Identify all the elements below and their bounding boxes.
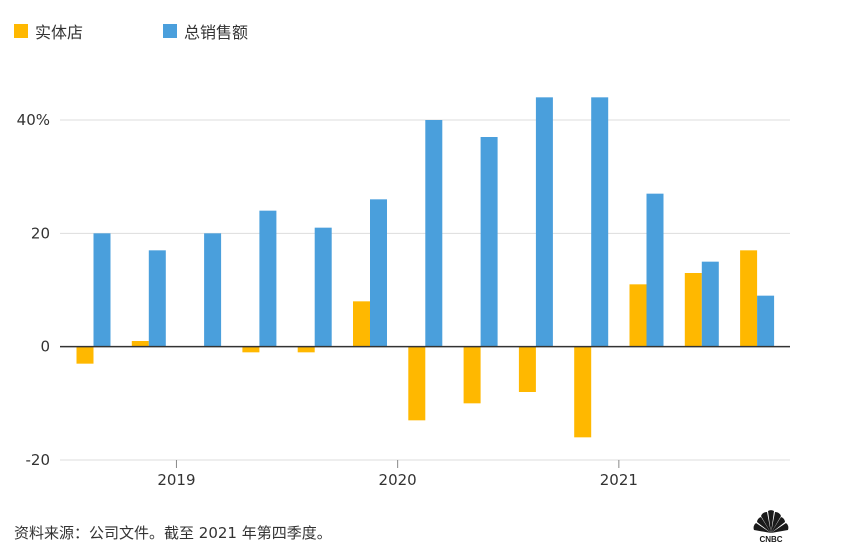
y-tick-label: 0 bbox=[40, 338, 50, 356]
bar-total[interactable] bbox=[259, 210, 277, 347]
y-tick-label: 40% bbox=[17, 111, 50, 129]
legend-item-physical[interactable]: 实体店 bbox=[14, 19, 83, 43]
y-tick-label: 20 bbox=[31, 224, 50, 242]
bar-total[interactable] bbox=[757, 295, 775, 347]
legend: 实体店 总销售额 bbox=[14, 20, 328, 42]
x-tick-label: 2019 bbox=[157, 471, 195, 489]
bar-physical[interactable] bbox=[574, 346, 592, 438]
bar-physical[interactable] bbox=[242, 346, 260, 353]
bar-physical[interactable] bbox=[353, 301, 370, 347]
bar-total[interactable] bbox=[535, 97, 553, 347]
bar-physical[interactable] bbox=[131, 341, 149, 347]
cnbc-logo: CNBC bbox=[753, 510, 789, 544]
bar-physical[interactable] bbox=[297, 346, 315, 353]
bars bbox=[76, 97, 775, 438]
bar-total[interactable] bbox=[148, 250, 166, 347]
grid-lines bbox=[60, 119, 790, 461]
bar-physical[interactable] bbox=[740, 250, 758, 347]
source-note: 资料来源：公司文件。截至 2021 年第四季度。 bbox=[14, 524, 332, 542]
bar-physical[interactable] bbox=[76, 346, 94, 364]
x-tick-label: 2021 bbox=[600, 471, 638, 489]
cnbc-peacock-icon bbox=[753, 510, 789, 533]
bar-total[interactable] bbox=[93, 233, 111, 347]
bar-physical[interactable] bbox=[684, 273, 702, 347]
bar-physical[interactable] bbox=[518, 346, 536, 392]
cnbc-logo-text: CNBC bbox=[759, 535, 782, 544]
legend-label-total: 总销售额 bbox=[184, 23, 249, 42]
bar-total[interactable] bbox=[480, 137, 498, 347]
bar-total[interactable] bbox=[646, 193, 664, 347]
bar-total[interactable] bbox=[701, 261, 719, 347]
bar-total[interactable] bbox=[314, 227, 332, 347]
axes: -20 0 20 40% 2019 2020 2021 bbox=[17, 111, 790, 489]
bar-physical[interactable] bbox=[463, 346, 481, 404]
legend-label-physical: 实体店 bbox=[35, 23, 84, 42]
bar-total[interactable] bbox=[370, 199, 387, 347]
bar-total[interactable] bbox=[591, 97, 609, 347]
bar-physical[interactable] bbox=[629, 284, 647, 347]
bar-total[interactable] bbox=[425, 120, 443, 347]
x-tick-label: 2020 bbox=[379, 471, 417, 489]
bar-physical[interactable] bbox=[408, 346, 426, 421]
legend-swatch-physical bbox=[14, 24, 28, 38]
y-tick-label: -20 bbox=[26, 451, 51, 469]
bar-total[interactable] bbox=[204, 233, 222, 347]
legend-item-total[interactable]: 总销售额 bbox=[163, 19, 248, 43]
legend-swatch-total bbox=[163, 24, 178, 38]
